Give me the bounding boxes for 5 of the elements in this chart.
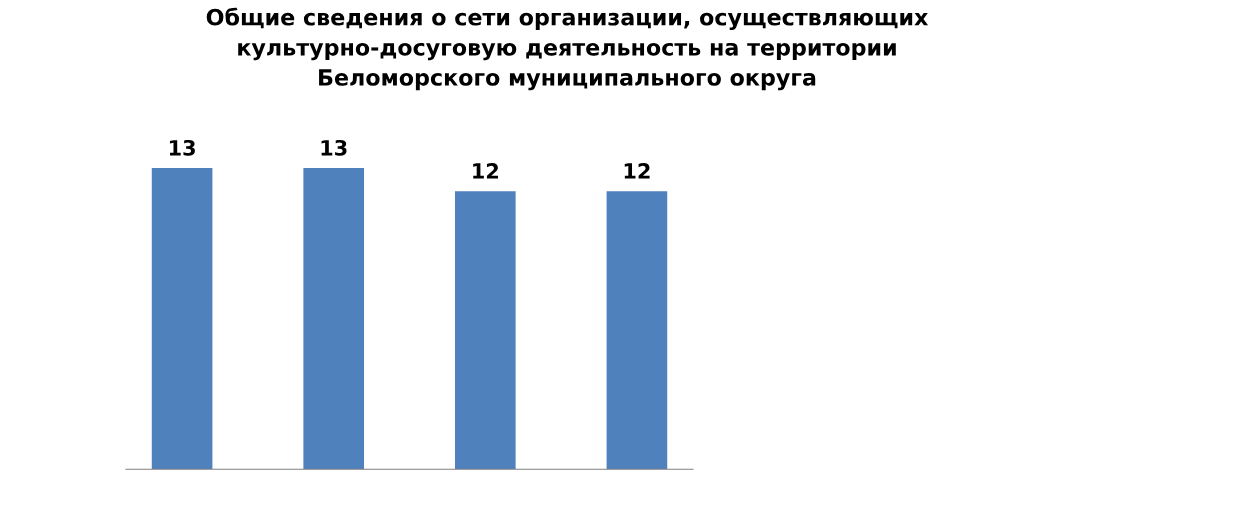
data-label: 12	[624, 163, 650, 179]
data-label: 13	[169, 139, 195, 156]
data-label: 13	[321, 139, 347, 156]
data-label: 12	[473, 163, 498, 179]
chart-title: Общие сведения о сети организации, осуществляющих культурно-досуговую деятельность на территории Беломорского муниципального округа	[206, 7, 929, 91]
